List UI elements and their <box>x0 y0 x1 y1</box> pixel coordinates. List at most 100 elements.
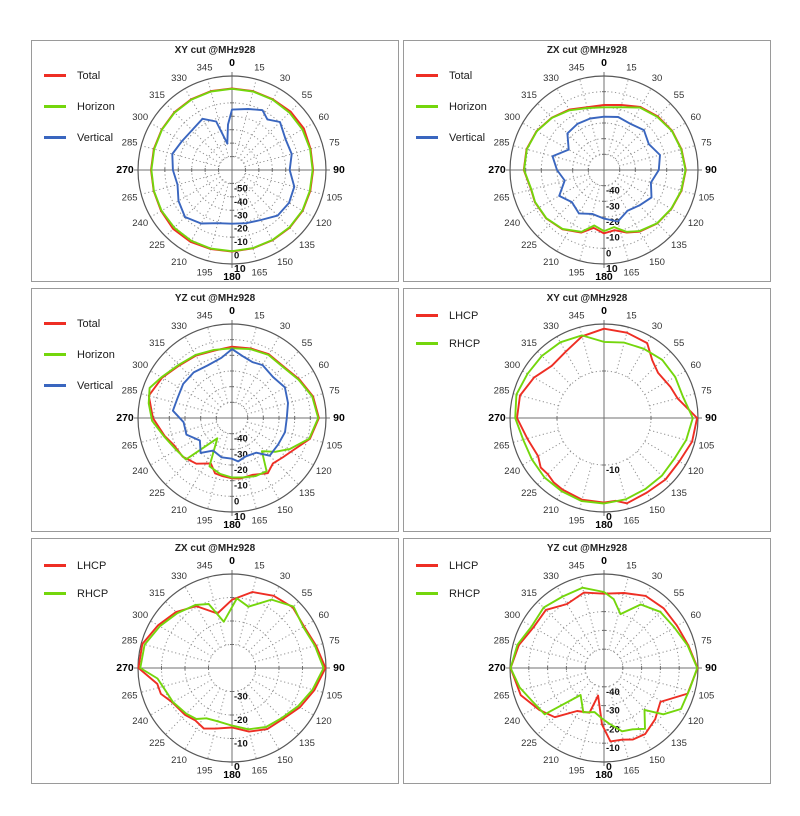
angle-label: 345 <box>197 561 213 572</box>
radial-label: -30 <box>234 449 248 460</box>
grid-spoke <box>243 688 280 750</box>
grid-spoke <box>556 684 596 750</box>
angle-label: 30 <box>280 321 291 332</box>
legend-label: Horizon <box>449 100 487 113</box>
grid-spoke <box>537 680 592 735</box>
angle-label: 60 <box>319 112 330 123</box>
radial-label: 0 <box>234 496 239 507</box>
legend-label: LHCP <box>449 559 479 572</box>
angle-label: 300 <box>132 610 148 621</box>
angle-label: 330 <box>171 571 187 582</box>
grid-spoke <box>522 620 588 660</box>
angle-label: 15 <box>254 63 265 74</box>
angle-label: 195 <box>569 765 585 776</box>
grid-spoke <box>556 183 597 252</box>
angle-label: 270 <box>488 412 506 424</box>
angle-label: 285 <box>122 138 138 149</box>
grid-spoke <box>608 686 629 759</box>
angle-label: 150 <box>649 505 665 516</box>
grid-spoke <box>165 684 216 735</box>
angle-label: 135 <box>299 488 315 499</box>
radial-label: -40 <box>606 186 620 197</box>
angle-label: 90 <box>333 662 345 674</box>
legend-item: Vertical <box>44 377 115 394</box>
angle-label: 240 <box>132 716 148 727</box>
angle-label: 0 <box>229 555 235 567</box>
series-line-horizon <box>523 106 687 233</box>
angle-label: 30 <box>652 321 663 332</box>
angle-label: 330 <box>543 73 559 84</box>
angle-label: 300 <box>504 360 520 371</box>
legend-item: Vertical <box>44 129 115 146</box>
chart-title: XY cut @MHz928 <box>546 293 628 304</box>
grid-spoke <box>614 103 671 160</box>
series-line-horizon <box>150 87 314 253</box>
angle-label: 210 <box>171 755 187 766</box>
grid-spoke <box>242 351 299 408</box>
radial-label: -20 <box>234 715 248 726</box>
legend-line-swatch <box>416 592 438 595</box>
angle-label: 195 <box>197 765 213 776</box>
grid-spoke <box>245 370 314 411</box>
angle-label: 240 <box>132 218 148 229</box>
radial-label: 0 <box>234 251 239 262</box>
angle-label: 265 <box>494 192 510 203</box>
legend-item: Total <box>44 67 115 84</box>
legend-line-swatch <box>44 322 66 325</box>
angle-label: 120 <box>316 716 332 727</box>
legend-label: RHCP <box>449 587 481 600</box>
angle-label: 240 <box>504 218 520 229</box>
series-line-lhcp <box>137 591 327 733</box>
angle-label: 345 <box>569 561 585 572</box>
angle-label: 30 <box>280 73 291 84</box>
angle-label: 195 <box>197 267 213 278</box>
angle-label: 55 <box>674 588 685 599</box>
radial-label: 0 <box>234 761 240 773</box>
legend-line-swatch <box>44 74 66 77</box>
legend-label: Vertical <box>77 131 114 144</box>
angle-label: 345 <box>197 311 213 322</box>
angle-label: 90 <box>705 412 717 424</box>
legend-item: Total <box>416 67 487 84</box>
angle-label: 180 <box>223 519 241 531</box>
grid-spoke <box>254 643 323 663</box>
panel-zx-cut-circular: ZX cut @MHz928 LHCP RHCP 0 15 30 55 60 75 90 10… <box>31 538 399 784</box>
angle-label: 225 <box>149 738 165 749</box>
grid-spoke <box>612 586 652 652</box>
grid-spoke <box>617 122 686 163</box>
angle-label: 15 <box>626 561 637 572</box>
grid-spoke <box>207 690 227 759</box>
grid-spoke <box>644 370 686 395</box>
grid-spoke <box>556 586 596 652</box>
polar-chart-xy-power: 0 15 30 55 60 75 90 105 120 135 150 165 180 195 210 225… <box>32 41 398 281</box>
angle-label: 330 <box>543 571 559 582</box>
grid-spoke <box>242 428 299 485</box>
legend-item: Horizon <box>44 346 115 363</box>
grid-spoke <box>245 425 314 466</box>
angle-label: 105 <box>326 440 342 451</box>
grid-spoke <box>141 643 210 663</box>
grid-spoke <box>165 601 216 652</box>
grid-spoke <box>615 327 629 373</box>
angle-label: 60 <box>319 360 330 371</box>
angle-label: 180 <box>595 271 613 281</box>
grid-spoke <box>513 429 559 443</box>
grid-spoke <box>184 431 225 500</box>
outer-ring <box>509 75 699 265</box>
grid-spoke <box>243 586 280 648</box>
grid-spoke <box>636 351 671 386</box>
angle-label: 135 <box>671 738 687 749</box>
angle-label: 330 <box>171 73 187 84</box>
angle-label: 90 <box>333 164 345 176</box>
angle-label: 75 <box>329 386 340 397</box>
chart-legend: LHCP RHCP <box>416 307 480 363</box>
angle-label: 210 <box>171 257 187 268</box>
angle-label: 55 <box>302 90 313 101</box>
angle-label: 165 <box>252 515 268 526</box>
angle-label: 315 <box>149 588 165 599</box>
radial-label: -10 <box>234 739 248 750</box>
legend-label: Vertical <box>449 131 486 144</box>
